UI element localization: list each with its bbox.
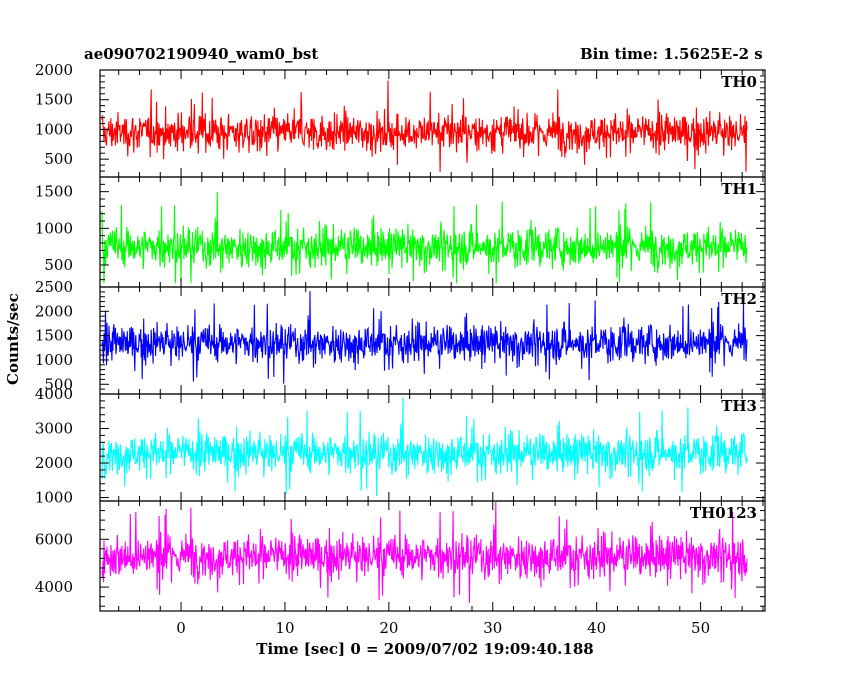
y-tick-label: 2000 [35, 61, 73, 79]
x-tick-label: 40 [587, 619, 606, 637]
y-tick-label: 2500 [35, 278, 73, 296]
x-tick-label: 0 [176, 619, 186, 637]
panel-label-th0: TH0 [721, 73, 757, 91]
y-tick-label: 1000 [35, 489, 73, 507]
x-tick-label: 10 [275, 619, 294, 637]
y-tick-label: 1000 [35, 120, 73, 138]
x-tick-label: 30 [483, 619, 502, 637]
y-tick-label: 1500 [35, 183, 73, 201]
x-axis-label: Time [sec] 0 = 2009/07/02 19:09:40.188 [256, 640, 594, 658]
y-tick-label: 1500 [35, 91, 73, 109]
y-tick-label: 4000 [35, 385, 73, 403]
series-th3 [101, 397, 748, 497]
y-tick-label: 2000 [35, 454, 73, 472]
y-tick-label: 1000 [35, 351, 73, 369]
y-tick-label: 6000 [35, 530, 73, 548]
x-tick-label: 20 [379, 619, 398, 637]
y-tick-label: 4000 [35, 578, 73, 596]
panel-frame-th0123 [99, 500, 766, 612]
x-tick-label: 50 [691, 619, 710, 637]
y-tick-label: 1000 [35, 219, 73, 237]
series-th0123 [101, 501, 748, 603]
series-th1 [101, 191, 748, 284]
y-tick-label: 2000 [35, 302, 73, 320]
y-tick-label: 500 [44, 375, 73, 393]
panel-label-th2: TH2 [721, 290, 757, 308]
bin-time-label: Bin time: 1.5625E-2 s [580, 45, 763, 63]
series-th0 [101, 80, 748, 172]
observation-id: ae090702190940_wam0_bst [84, 45, 319, 63]
panel-label-th3: TH3 [721, 397, 757, 415]
y-tick-label: 3000 [35, 420, 73, 438]
y-tick-label: 1500 [35, 327, 73, 345]
y-axis-label: Counts/sec [4, 293, 22, 385]
panel-label-th1: TH1 [721, 180, 757, 198]
panel-label-th0123: TH0123 [690, 504, 757, 522]
y-tick-label: 500 [44, 150, 73, 168]
y-tick-label: 500 [44, 256, 73, 274]
panel-frame-th1 [99, 176, 766, 288]
series-th2 [101, 290, 748, 384]
